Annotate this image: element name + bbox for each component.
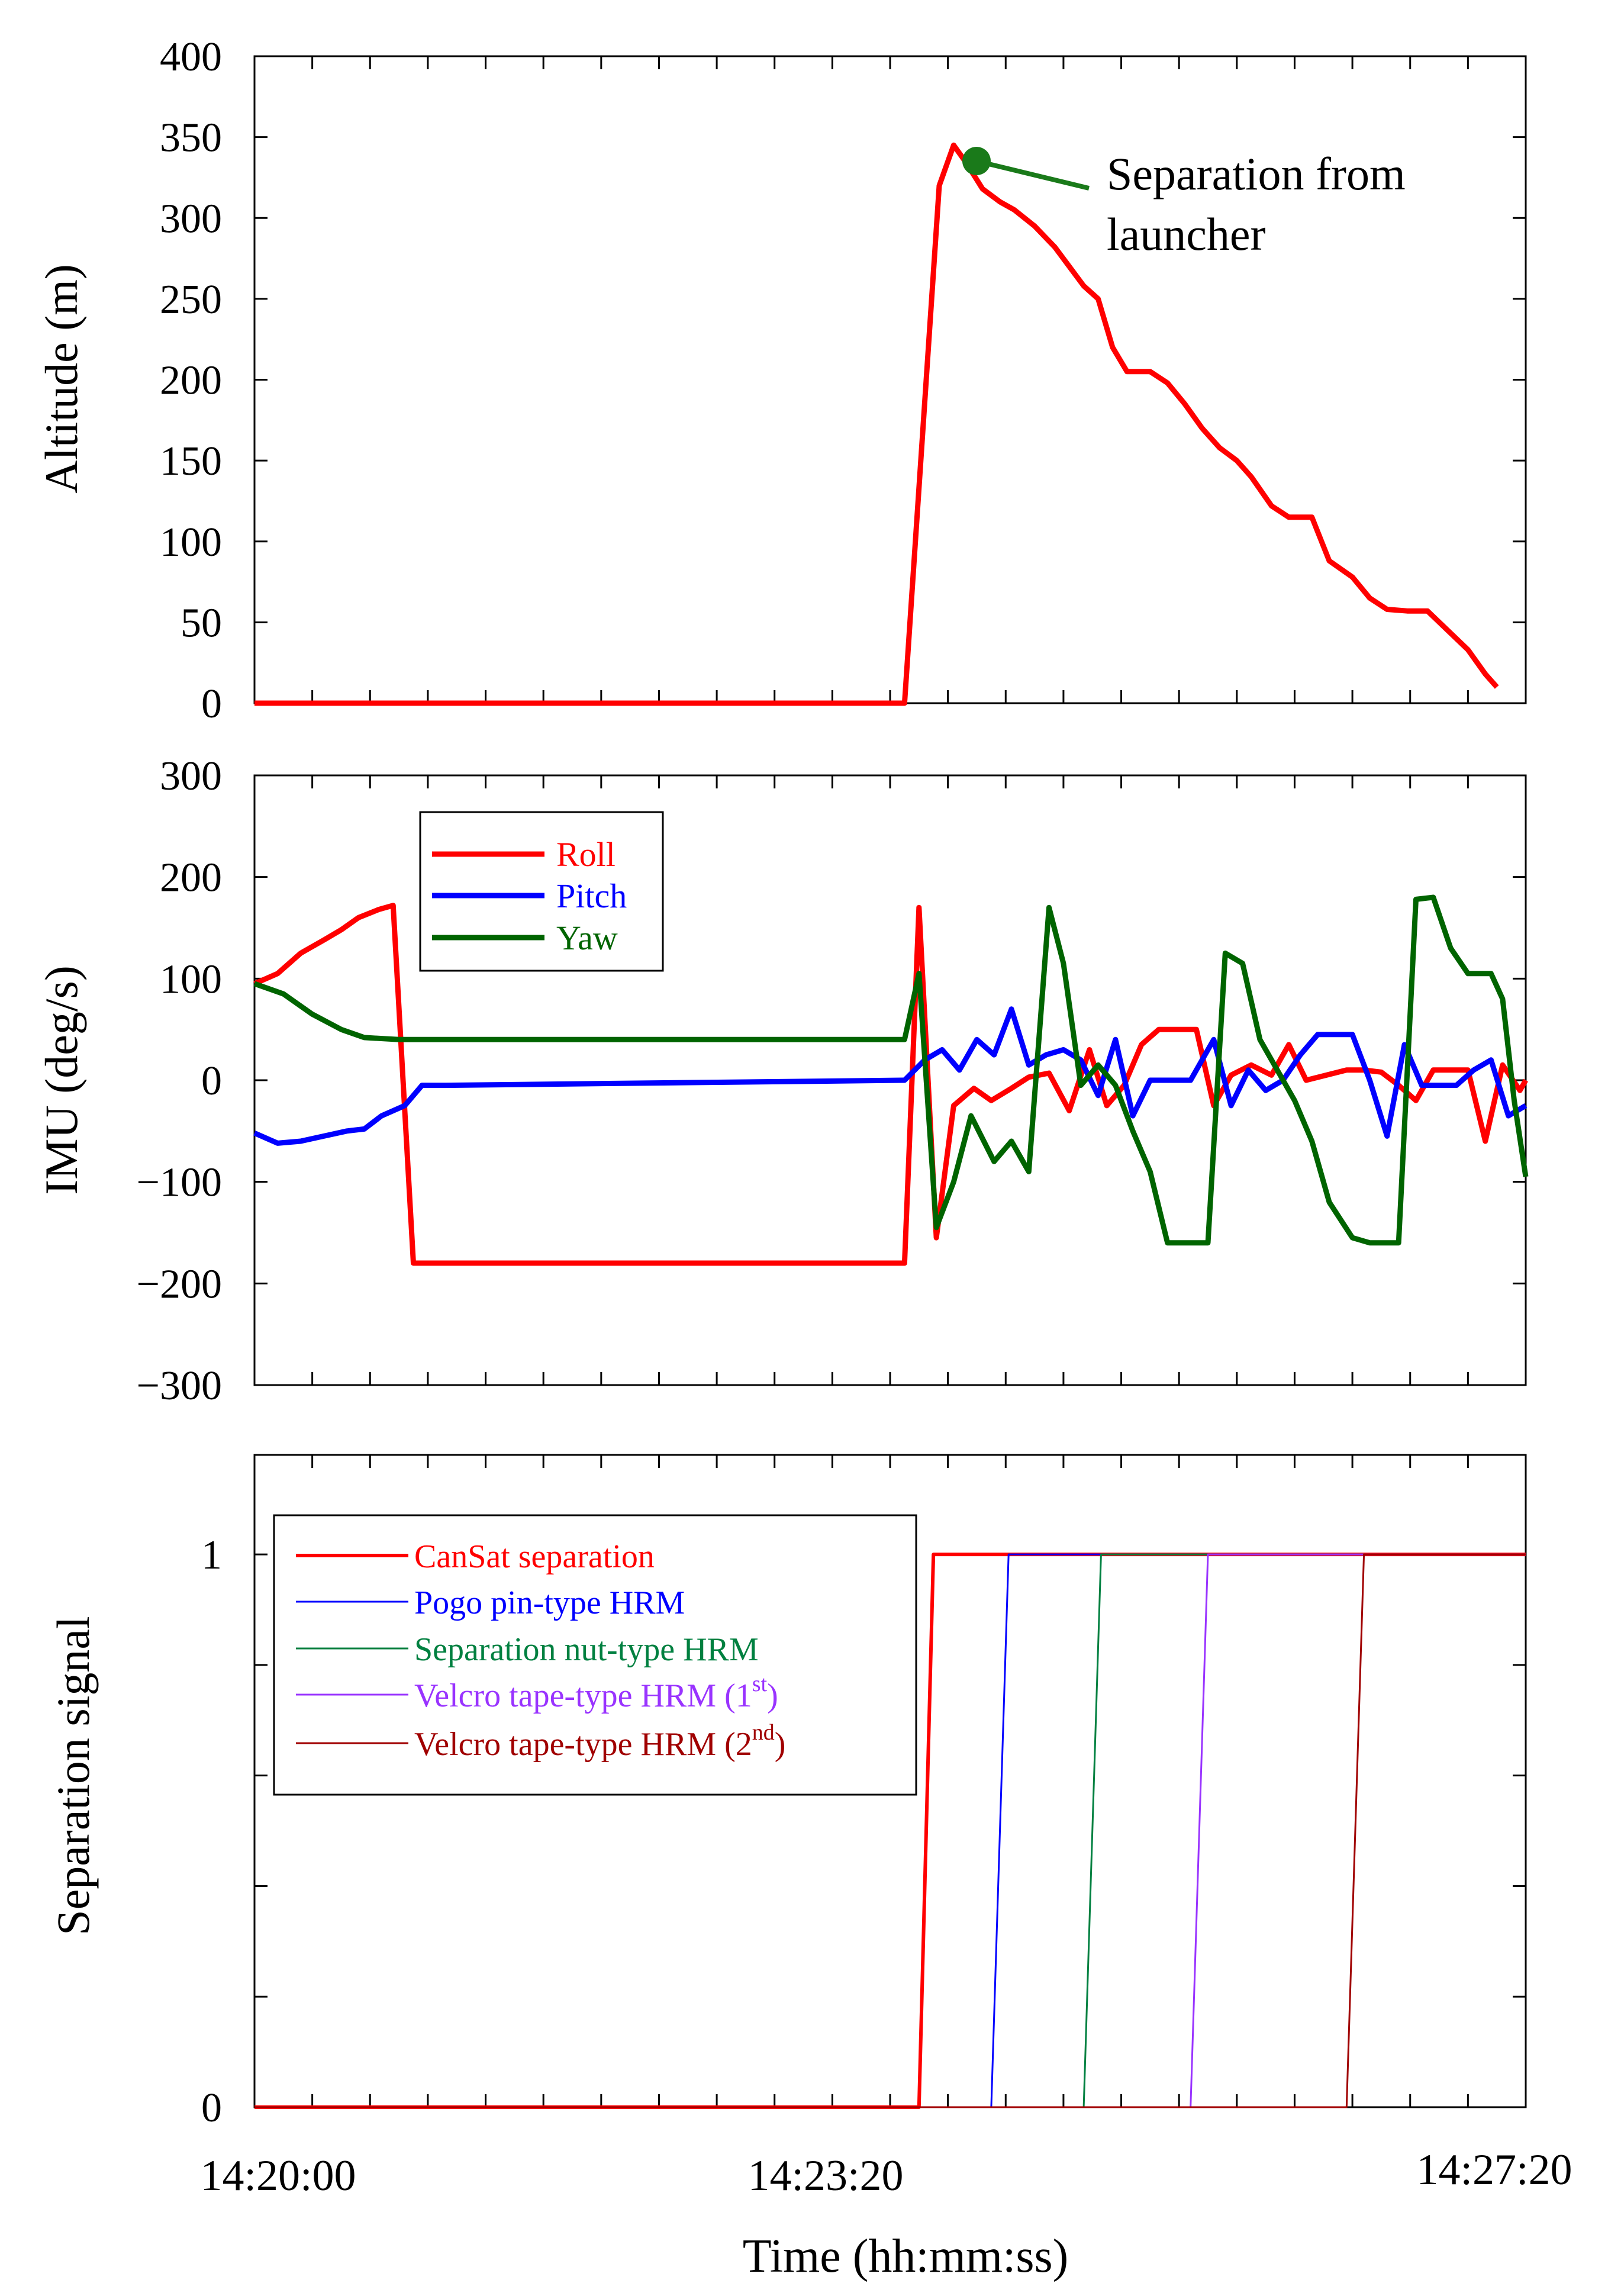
y-tick-label: 50 bbox=[181, 600, 222, 646]
imu-series bbox=[253, 894, 1529, 1266]
y-tick-label: −200 bbox=[137, 1261, 222, 1307]
imu-y-label: IMU (deg/s) bbox=[36, 965, 87, 1195]
y-tick-label: 400 bbox=[160, 34, 222, 80]
x-tick-label-start: 14:20:00 bbox=[200, 2152, 356, 2200]
x-tick-labels: 14:20:00 14:23:20 14:27:20 bbox=[200, 2146, 1572, 2200]
annotation-line-1: Separation from bbox=[1107, 148, 1406, 199]
legend-pogo-label: Pogo pin-type HRM bbox=[414, 1585, 685, 1621]
series-line-pitch bbox=[253, 1006, 1528, 1146]
separation-x-ticks bbox=[253, 1455, 1527, 2107]
annotation-pointer bbox=[976, 159, 1090, 191]
y-tick-label: 200 bbox=[160, 358, 222, 404]
altitude-panel: 0 50 100 150 200 250 300 350 400 Altitude (m) Se… bbox=[36, 34, 1527, 727]
imu-y-ticks: −300 −200 −100 0 100 200 300 bbox=[137, 753, 1526, 1409]
imu-x-ticks bbox=[253, 775, 1527, 1385]
separation-panel: 01 Separation signal CanSat separation P… bbox=[47, 1454, 1527, 2131]
y-tick-label: −300 bbox=[137, 1363, 222, 1409]
y-tick-label: 350 bbox=[160, 115, 222, 161]
series-line-altitude bbox=[254, 142, 1499, 706]
annotation-line-2: launcher bbox=[1107, 208, 1266, 260]
imu-legend: Roll Pitch Yaw bbox=[419, 811, 664, 972]
imu-legend-box bbox=[419, 811, 664, 972]
imu-panel: −300 −200 −100 0 100 200 300 IMU (deg/s) Roll … bbox=[36, 753, 1529, 1409]
separation-y-label: Separation signal bbox=[47, 1616, 99, 1935]
legend-yaw-label: Yaw bbox=[556, 919, 618, 957]
legend-nut-label: Separation nut-type HRM bbox=[414, 1631, 759, 1668]
legend-roll-label: Roll bbox=[556, 835, 616, 874]
annotation-marker bbox=[962, 147, 991, 175]
y-tick-label: 300 bbox=[160, 753, 222, 799]
separation-legend: CanSat separation Pogo pin-type HRM Sepa… bbox=[273, 1514, 917, 1796]
y-tick-label: 1 bbox=[201, 1532, 222, 1578]
separation-legend-box bbox=[273, 1514, 917, 1796]
legend-velcro1-label: Velcro tape-type HRM (1st) bbox=[414, 1672, 778, 1714]
x-axis-label: Time (hh:mm:ss) bbox=[743, 2230, 1068, 2282]
series-line-yaw bbox=[253, 894, 1529, 1246]
altitude-y-ticks: 0 50 100 150 200 250 300 350 400 bbox=[160, 34, 1526, 727]
x-tick-label-end: 14:27:20 bbox=[1416, 2146, 1572, 2194]
y-tick-label: 250 bbox=[160, 277, 222, 323]
separation-series bbox=[254, 1553, 1526, 2109]
altitude-y-label: Altitude (m) bbox=[36, 264, 87, 494]
legend-pitch-label: Pitch bbox=[556, 877, 627, 915]
separation-annotation: Separation from launcher bbox=[962, 147, 1406, 260]
separation-y-ticks: 01 bbox=[201, 1532, 1526, 2131]
y-tick-label: 300 bbox=[160, 196, 222, 241]
y-tick-label: −100 bbox=[137, 1160, 222, 1206]
legend-cansat-label: CanSat separation bbox=[414, 1538, 655, 1575]
series-line-roll bbox=[253, 903, 1528, 1266]
y-tick-label: 150 bbox=[160, 439, 222, 484]
y-tick-label: 100 bbox=[160, 520, 222, 565]
altitude-series bbox=[254, 142, 1499, 706]
y-tick-label: 0 bbox=[201, 681, 222, 727]
legend-velcro2-label: Velcro tape-type HRM (2nd) bbox=[414, 1720, 785, 1763]
y-tick-label: 200 bbox=[160, 855, 222, 901]
y-tick-label: 100 bbox=[160, 957, 222, 1002]
y-tick-label: 0 bbox=[201, 1058, 222, 1104]
y-tick-label: 0 bbox=[201, 2085, 222, 2131]
series-line-velcro-tape-type-hrm-2nd- bbox=[254, 1553, 1526, 2108]
x-tick-label-mid: 14:23:20 bbox=[747, 2152, 903, 2200]
